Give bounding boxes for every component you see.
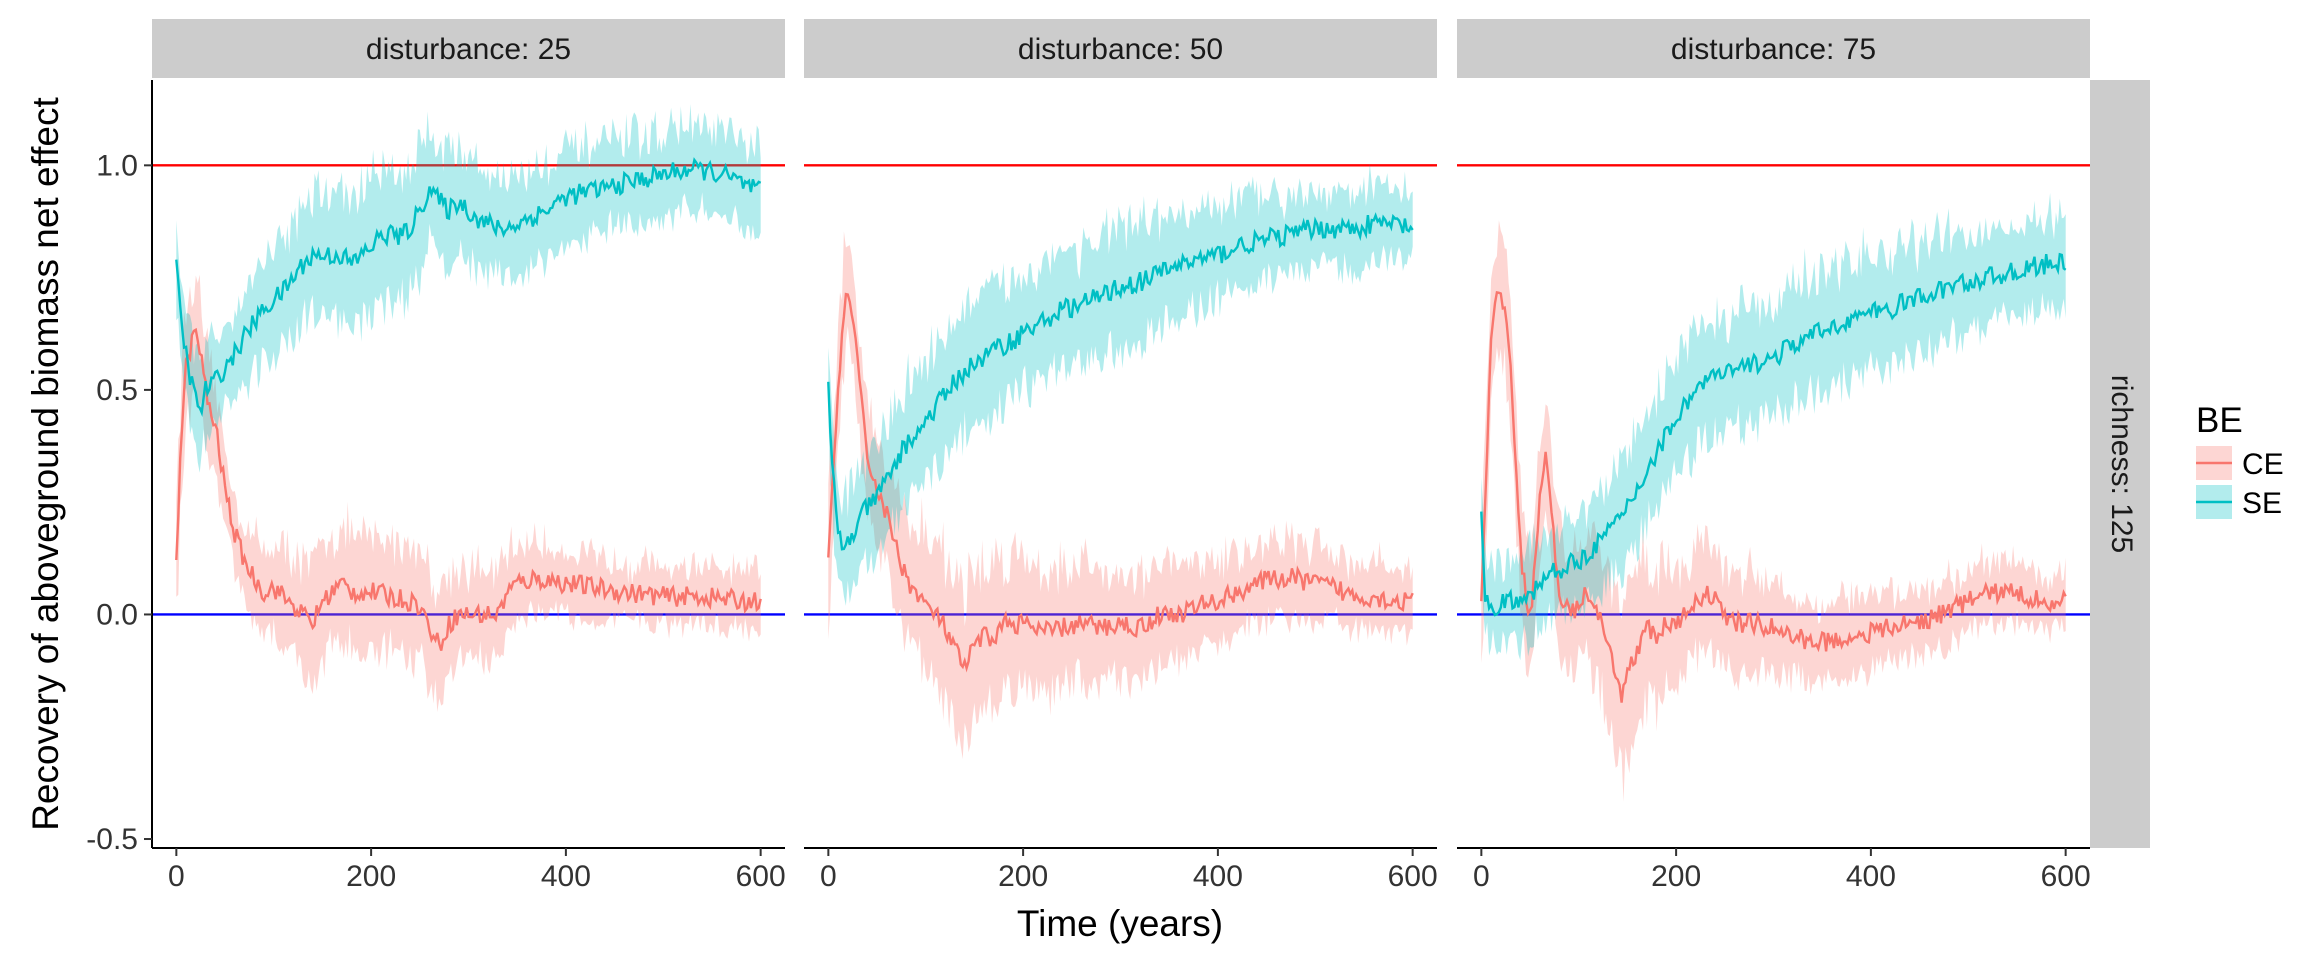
panel-strip: [1457, 19, 2090, 78]
panel-strip-label: disturbance: 25: [366, 33, 571, 66]
plot-area-25: 0 200 400 600 -0.5 0.0 0.5 1.0: [86, 80, 786, 893]
y-tick-label: 0.0: [96, 598, 138, 631]
x-tick-label: 200: [346, 860, 396, 893]
y-tick-label: -0.5: [86, 823, 138, 856]
panel-strip: [804, 19, 1437, 78]
x-tick-label: 0: [1473, 860, 1490, 893]
legend: BE CE SE: [2196, 401, 2284, 520]
x-tick-label: 0: [168, 860, 185, 893]
x-tick-label: 600: [1388, 860, 1438, 893]
plot-area-50: 0 200 400 600: [804, 163, 1438, 893]
panel-strip-label: disturbance: 50: [1018, 33, 1223, 66]
x-tick-label: 200: [1651, 860, 1701, 893]
legend-item-ce: CE: [2196, 446, 2284, 481]
panel-disturbance-25: disturbance: 25: [152, 19, 785, 78]
x-tick-label: 600: [2041, 860, 2091, 893]
series-line-ce: [1480, 290, 2067, 703]
y-tick-label: 0.5: [96, 374, 138, 407]
series-line-se: [175, 157, 762, 418]
x-axis-title: Time (years): [1017, 903, 1223, 944]
panel-strip: [152, 19, 785, 78]
ribbon-se: [176, 104, 761, 473]
panel-disturbance-75: disturbance: 75: [1457, 19, 2090, 78]
legend-title: BE: [2196, 401, 2243, 440]
x-tick-label: 0: [820, 860, 837, 893]
series-line-se: [1480, 252, 2067, 617]
x-tick-label: 200: [998, 860, 1048, 893]
panel-disturbance-50: disturbance: 50: [804, 19, 1437, 78]
x-tick-label: 400: [1846, 860, 1896, 893]
row-strip-label: richness: 125: [2105, 375, 2138, 553]
row-strip-background: [2090, 80, 2150, 848]
ribbon-ce: [828, 231, 1413, 759]
series-line-ce: [175, 327, 762, 651]
x-tick-label: 400: [1193, 860, 1243, 893]
ribbon-se: [828, 163, 1413, 606]
y-tick-label: 1.0: [96, 149, 138, 182]
ribbon-ce: [1481, 220, 2066, 802]
row-strip: richness: 125: [2090, 80, 2150, 848]
legend-item-se: SE: [2196, 485, 2282, 520]
panel-strip-label: disturbance: 75: [1671, 33, 1876, 66]
x-tick-label: 600: [736, 860, 786, 893]
legend-label-ce: CE: [2242, 448, 2284, 481]
y-axis-title: Recovery of aboveground biomass net effe…: [25, 96, 66, 830]
series-line-se: [827, 212, 1414, 551]
plot-area-75: 0 200 400 600: [1457, 164, 2091, 893]
plot-layers: 0 200 400 600 -0.5 0.0 0.5 1.0 0 200 400 600 0 200 400…: [86, 80, 2091, 893]
x-tick-label: 400: [541, 860, 591, 893]
series-line-ce: [827, 292, 1414, 673]
ribbon-se: [1481, 193, 2066, 661]
legend-label-se: SE: [2242, 487, 2282, 520]
